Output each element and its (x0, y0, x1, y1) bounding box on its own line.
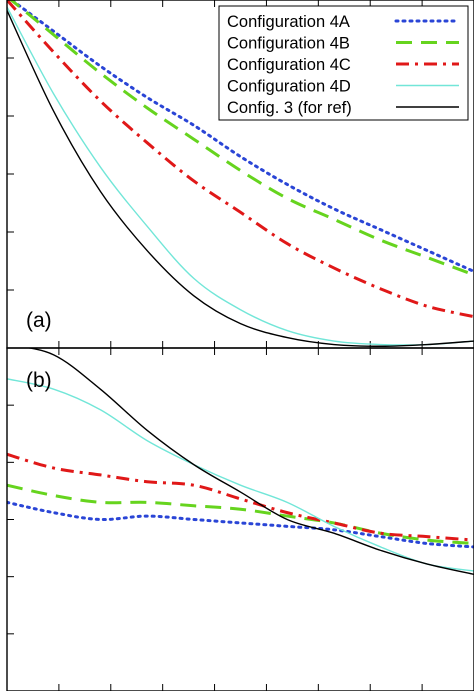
series-line-configuration-4b (7, 483, 474, 546)
series-line-configuration-4d (7, 6, 474, 346)
panel-b-label: (b) (26, 369, 52, 392)
legend-label: Configuration 4A (227, 13, 350, 31)
panel-a-series (7, 0, 474, 347)
panel-a-label: (a) (26, 309, 52, 332)
legend-label: Configuration 4B (227, 35, 350, 53)
panel-b-series (7, 348, 474, 576)
series-line-config-3-for-ref (7, 10, 474, 347)
series-line-configuration-4b (8, 0, 474, 277)
legend-label: Configuration 4D (227, 78, 351, 96)
panel-b-frame (6, 347, 474, 691)
series-line-configuration-4c (7, 0, 474, 319)
legend: Configuration 4A Configuration 4B Configur… (218, 5, 469, 121)
series-line-configuration-4a (9, 0, 474, 273)
series-line-configuration-4d (7, 378, 474, 572)
legend-items: Configuration 4A Configuration 4B Configur… (227, 13, 461, 117)
legend-label: Configuration 4C (227, 56, 351, 74)
panel-b-ticks (7, 348, 423, 691)
panel-b: (b) (6, 347, 474, 691)
series-line-configuration-4c (7, 452, 474, 542)
legend-label: Config. 3 (for ref) (227, 99, 352, 117)
series-line-config-3-for-ref (25, 348, 474, 576)
